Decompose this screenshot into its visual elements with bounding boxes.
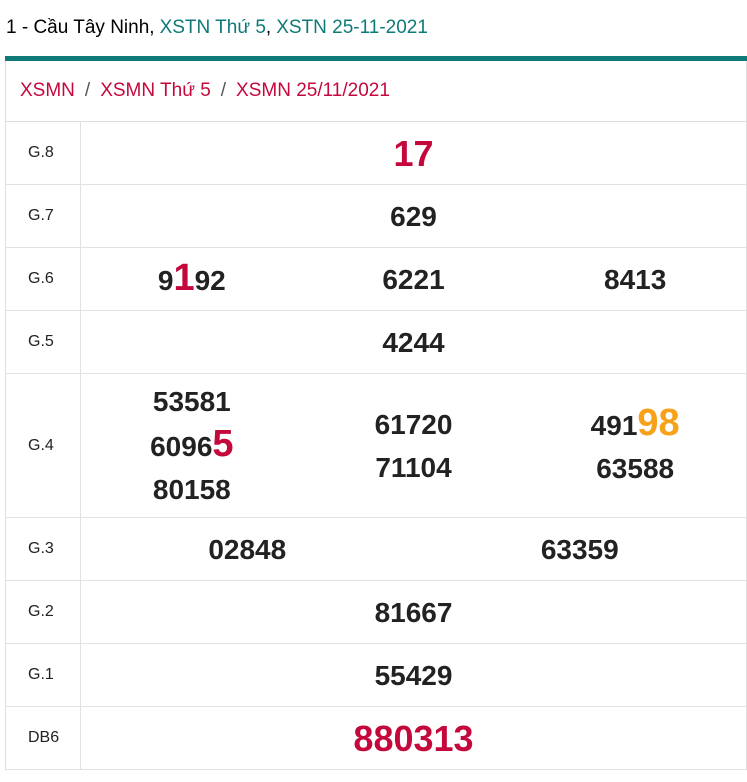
number: 60965 — [150, 423, 233, 468]
prize-label: G.8 — [6, 122, 81, 184]
column: 880313 — [81, 707, 746, 769]
column: 49198 63588 — [524, 374, 746, 517]
prize-row: DB6 880313 — [6, 707, 746, 770]
prize-row: G.5 4244 — [6, 311, 746, 374]
column: 17 — [81, 122, 746, 184]
column: 55429 — [81, 644, 746, 706]
digit-part: 98 — [637, 401, 680, 444]
number: 6221 — [382, 263, 445, 295]
prize-row: G.3 02848 63359 — [6, 518, 746, 581]
breadcrumb-link[interactable]: XSMN 25/11/2021 — [236, 80, 390, 101]
number: 80158 — [152, 474, 231, 505]
prize-values: 9192 6221 8413 — [81, 248, 746, 310]
number: 71104 — [375, 451, 452, 483]
prize-label: G.1 — [6, 644, 81, 706]
prize-row: G.1 55429 — [6, 644, 746, 707]
prize-values: 4244 — [81, 311, 746, 373]
column: 63359 — [414, 518, 747, 580]
column: 9192 — [81, 248, 303, 310]
title-part: XSTN 25-11-2021 — [276, 17, 428, 38]
title: 1 - Cầu Tây Ninh, XSTN Thứ 5, XSTN 25-11-2… — [0, 0, 747, 56]
number: 629 — [390, 200, 437, 232]
digit-part: 5 — [212, 423, 234, 465]
prize-label: G.2 — [6, 581, 81, 643]
number: 81667 — [374, 596, 453, 628]
prize-label: G.3 — [6, 518, 81, 580]
number: 02848 — [208, 533, 287, 565]
digit-part: 9 — [157, 264, 174, 296]
prize-row: G.2 81667 — [6, 581, 746, 644]
number: 55429 — [374, 659, 453, 691]
prize-row: G.7 629 — [6, 185, 746, 248]
number: 880313 — [353, 717, 474, 759]
number: 17 — [393, 132, 434, 174]
column: 02848 — [81, 518, 414, 580]
prize-row: G.6 9192 6221 8413 — [6, 248, 746, 311]
divider — [5, 56, 747, 61]
number: 53581 — [152, 386, 231, 417]
column: 81667 — [81, 581, 746, 643]
title-part: 1 - Cầu Tây Ninh, — [6, 17, 155, 38]
prize-values: 53581 60965 80158 61720 71104 49198 63588 — [81, 374, 746, 517]
column: 6221 — [303, 248, 525, 310]
number: 63359 — [540, 533, 619, 565]
digit-part: 1 — [173, 256, 195, 299]
prize-label: DB6 — [6, 707, 81, 769]
separator: / — [84, 80, 91, 101]
prize-values: 17 — [81, 122, 746, 184]
column: 61720 71104 — [303, 374, 525, 517]
title-part: XSTN Thứ 5 — [159, 17, 266, 38]
prize-row: G.4 53581 60965 80158 61720 71104 49198 63588 — [6, 374, 746, 518]
title-part: , — [265, 17, 272, 38]
column: 53581 60965 80158 — [81, 374, 303, 517]
digit-part: 6096 — [150, 431, 213, 462]
column: 8413 — [524, 248, 746, 310]
breadcrumb: XSMN / XSMN Thứ 5 / XSMN 25/11/2021 — [5, 61, 747, 121]
number: 49198 — [591, 402, 680, 447]
prize-label: G.7 — [6, 185, 81, 247]
prize-values: 55429 — [81, 644, 746, 706]
prize-row: G.8 17 — [6, 122, 746, 185]
digit-part: 92 — [194, 264, 226, 296]
prize-values: 880313 — [81, 707, 746, 769]
prize-label: G.4 — [6, 374, 81, 517]
prize-values: 81667 — [81, 581, 746, 643]
number: 8413 — [604, 263, 667, 295]
column: 4244 — [81, 311, 746, 373]
number: 63588 — [596, 452, 675, 484]
number: 61720 — [374, 408, 453, 440]
breadcrumb-link[interactable]: XSMN Thứ 5 — [100, 80, 211, 101]
number: 4244 — [382, 326, 445, 358]
prize-label: G.5 — [6, 311, 81, 373]
number: 9192 — [158, 257, 226, 302]
breadcrumb-link[interactable]: XSMN — [20, 80, 75, 101]
prize-values: 629 — [81, 185, 746, 247]
separator: / — [220, 80, 227, 101]
prize-label: G.6 — [6, 248, 81, 310]
prize-values: 02848 63359 — [81, 518, 746, 580]
column: 629 — [81, 185, 746, 247]
digit-part: 491 — [590, 409, 638, 441]
results-table: G.8 17 G.7 629 G.6 9192 6221 8413 G.5 4244 G.4 5358… — [5, 121, 747, 770]
